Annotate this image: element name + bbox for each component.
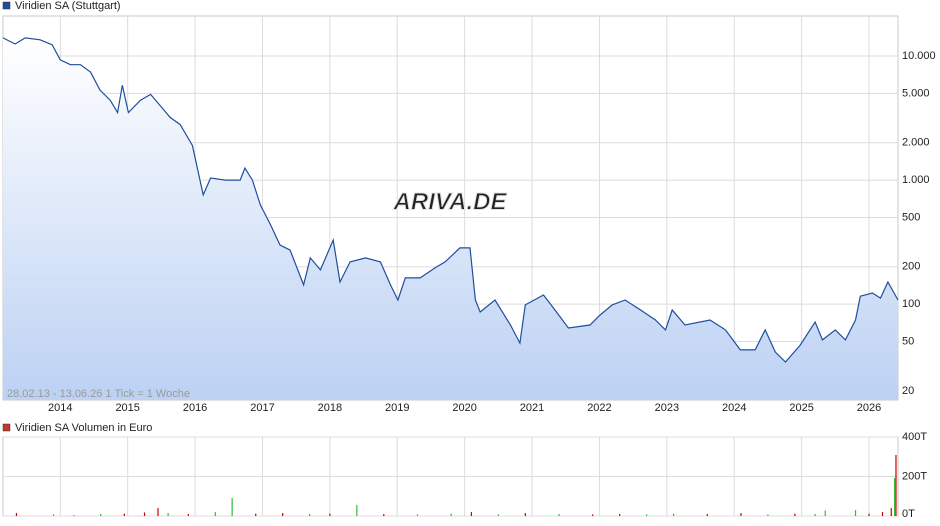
volume-bar <box>255 513 257 516</box>
price-line <box>2 37 899 363</box>
volume-bar <box>619 514 621 516</box>
volume-bar <box>356 504 358 516</box>
volume-bar <box>123 513 125 516</box>
x-tick-label: 2026 <box>857 402 881 414</box>
volume-bar <box>706 514 708 516</box>
y-tick-label: 0T <box>902 508 915 520</box>
volume-bar <box>15 513 18 516</box>
y-tick-label: 2.000 <box>902 137 930 149</box>
volume-bar <box>497 514 499 516</box>
volume-bar <box>894 478 896 516</box>
legend-swatch <box>2 423 11 432</box>
volume-bar <box>824 510 826 516</box>
x-tick-label: 2024 <box>722 402 746 414</box>
volume-bar <box>450 513 452 516</box>
x-tick-label: 2019 <box>385 402 409 414</box>
x-tick-label: 2025 <box>789 402 813 414</box>
volume-bar <box>881 512 884 516</box>
legend-label: Viridien SA Volumen in Euro <box>15 422 152 434</box>
volume-bar <box>524 513 526 516</box>
volume-bar <box>890 508 892 516</box>
volume-bar <box>187 514 189 516</box>
y-tick-label: 50 <box>902 335 914 347</box>
x-tick-label: 2023 <box>655 402 679 414</box>
x-tick-label: 2018 <box>318 402 342 414</box>
legend-label: Viridien SA (Stuttgart) <box>15 0 121 12</box>
volume-bar <box>100 514 102 516</box>
volume-bar <box>52 514 55 516</box>
volume-bar <box>143 512 146 516</box>
y-tick-label: 1.000 <box>902 174 930 186</box>
y-tick-label: 200T <box>902 470 927 482</box>
y-tick-label: 20 <box>902 385 914 397</box>
volume-bar <box>558 514 560 516</box>
area <box>3 37 898 401</box>
volume-bar <box>814 514 816 516</box>
y-tick-label: 400T <box>902 431 927 443</box>
volume-bar <box>282 513 284 516</box>
volume-bar <box>895 454 897 516</box>
volume-bar <box>767 514 769 516</box>
y-tick-label: 10.000 <box>902 50 936 62</box>
x-tick-label: 2017 <box>250 402 274 414</box>
watermark: ARIVA.DE <box>393 188 508 215</box>
volume-bar <box>470 512 472 516</box>
volume-bar <box>231 498 233 516</box>
volume-bar <box>73 515 75 516</box>
y-tick-label: 5.000 <box>902 87 930 99</box>
legend-swatch <box>2 1 11 10</box>
volume-bar <box>214 512 216 516</box>
volume-bar <box>740 513 742 516</box>
volume-bar <box>794 513 796 516</box>
volume-bar <box>157 508 159 516</box>
x-tick-label: 2014 <box>48 402 72 414</box>
x-tick-label: 2021 <box>520 402 544 414</box>
volume-bar <box>383 514 385 516</box>
volume-bar <box>672 513 675 516</box>
volume-bar <box>592 514 594 516</box>
volume-bar <box>646 514 648 516</box>
volume-bar <box>868 513 870 516</box>
volume-bar <box>854 510 857 516</box>
x-tick-label: 2022 <box>587 402 611 414</box>
y-tick-label: 100 <box>902 298 920 310</box>
y-tick-label: 200 <box>902 261 920 273</box>
x-tick-label: 2016 <box>183 402 207 414</box>
y-tick-label: 500 <box>902 211 920 223</box>
volume-bar <box>309 514 311 516</box>
volume-bar <box>329 513 331 516</box>
date-range-note: 28.02.13 - 13.06.26 1 Tick = 1 Woche <box>7 388 190 400</box>
volume-bar <box>167 513 169 516</box>
x-tick-label: 2015 <box>115 402 139 414</box>
volume-bar <box>416 514 419 516</box>
x-tick-label: 2020 <box>452 402 476 414</box>
